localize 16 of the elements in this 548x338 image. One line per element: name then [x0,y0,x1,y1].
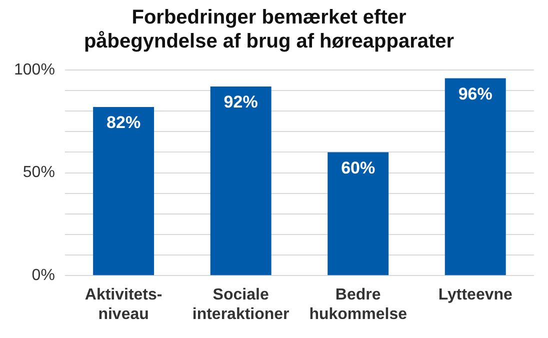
x-tick-label: Bedre hukommelse [309,286,408,323]
x-tick-label: Sociale interaktioner [192,286,290,323]
data-label: 92% [224,92,258,112]
bar [93,107,154,276]
y-tick-label: 100% [14,61,55,78]
data-label: 96% [458,84,492,104]
bar [210,86,272,276]
bar [444,78,506,276]
bar [328,152,389,276]
y-tick-label: 0% [32,267,55,284]
x-tick-label: Aktivitets- niveau [84,286,162,323]
x-tick-label: Lytteevne [438,286,513,304]
y-tick-label: 50% [22,164,55,182]
data-label: 82% [106,113,141,132]
data-label: 60% [341,158,376,178]
chart-title: Forbedringer bemærket efter påbegyndelse af brug af høreapparater [84,6,454,53]
